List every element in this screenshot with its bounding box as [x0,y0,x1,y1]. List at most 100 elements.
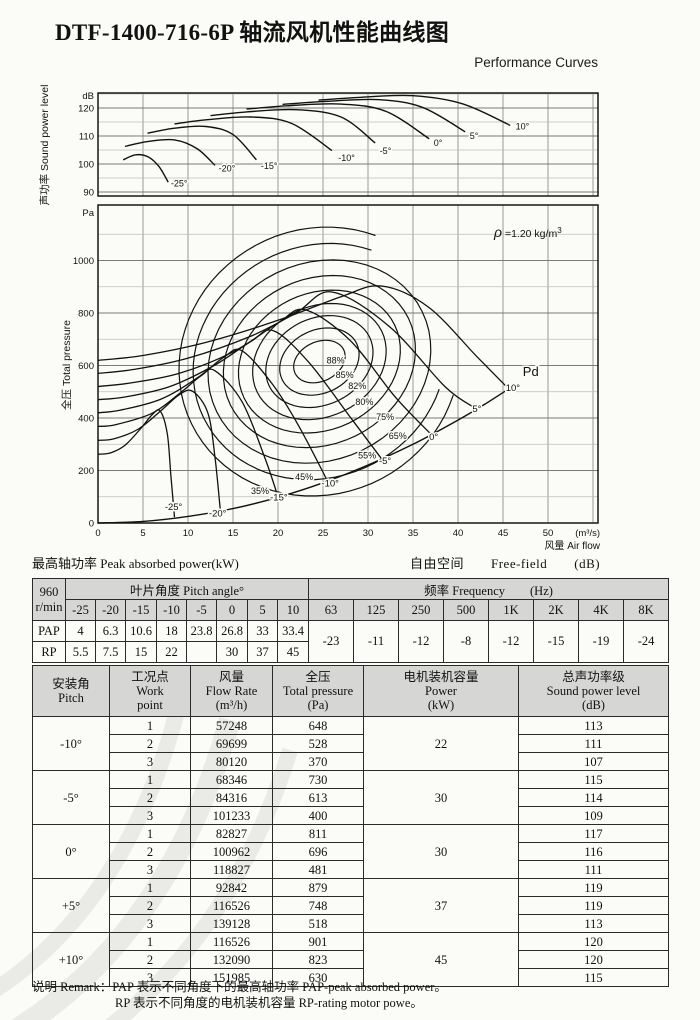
pitch-angle-label: -15° [270,492,288,503]
work-point: 1 [109,770,191,789]
pressure-chart: Pa 0 200 400 600 800 1000 0 5 10 15 20 25 30 35 40 45 50 (… [60,204,601,552]
work-point: 1 [109,878,191,897]
flow-rate: 118827 [190,860,273,879]
pitch-value: +5° [32,878,110,933]
total-pressure: 730 [272,770,364,789]
pitch-value: +10° [32,932,110,987]
sound-y-tick: 100 [78,160,94,171]
freq-correction-value: -11 [353,620,400,663]
freq-col-header: 500 [443,599,490,621]
sound-curve-label: -10° [338,153,355,163]
efficiency-label: 88% [327,356,345,366]
pap-value: 33.4 [276,620,310,642]
angle-col-header: -20 [95,599,126,621]
air-density-label: ρ =1.20 kg/m3 [493,224,562,240]
total-pressure: 630 [272,968,364,987]
sound-level: 111 [518,860,669,879]
pitch-angle-label: -10° [321,478,339,489]
freq-col-header: 125 [353,599,400,621]
flow-x-tick: 30 [363,528,374,539]
column-header: 安装角 Pitch [32,665,110,717]
pitch-angle-label: -5° [379,456,391,467]
freq-correction-value: -12 [398,620,445,663]
pap-value: 23.8 [186,620,217,642]
sound-curve--10° [174,116,333,152]
pressure-curve-0° [98,308,432,435]
motor-power: 30 [363,770,519,825]
angle-col-header: 5 [247,599,278,621]
flow-axis-title: 风量 Air flow [544,540,600,552]
work-point: 3 [109,914,191,933]
sound-level: 111 [518,734,669,753]
sound-curve-label: 10° [516,121,530,131]
sound-level: 120 [518,932,669,951]
total-pressure: 696 [272,842,364,861]
efficiency-contour-45% [192,242,440,481]
sound-power-chart: dB 90 100 110 120 声功率 Sound power level -25° -2… [38,85,599,205]
angle-col-header: -10 [156,599,187,621]
angle-col-header: 0 [216,599,248,621]
freq-col-header: 250 [398,599,445,621]
sound-level: 117 [518,824,669,843]
sound-curve-label: -25° [171,178,188,188]
efficiency-contour-85% [279,327,360,396]
freq-correction-value: -19 [578,620,625,663]
sound-curve--5° [210,108,376,144]
flow-rate: 92842 [190,878,273,897]
work-point: 2 [109,896,191,915]
flow-x-tick: 45 [498,528,509,539]
pressure-y-tick: 600 [78,361,94,372]
frequency-group-header: 频率 Frequency (Hz) [308,578,670,600]
sound-curve-0° [246,103,430,140]
total-pressure: 528 [272,734,364,753]
efficiency-contour-55% [207,259,432,464]
flow-rate: 57248 [190,716,273,735]
total-pressure: 518 [272,914,364,933]
sound-level: 116 [518,842,669,861]
sound-level: 115 [518,968,669,987]
sound-y-tick: 110 [79,132,94,143]
flow-x-tick: 10 [183,528,194,539]
sound-curve--25° [122,153,169,183]
remark-note: 说明 Remark：PAP 表示不同角度下的最高轴功率 PAP-peak abs… [32,979,447,1012]
work-point: 2 [109,950,191,969]
column-header: 电机装机容量 Power (kW) [363,665,519,717]
pitch-angle-group-header: 叶片角度 Pitch angle° [64,578,310,600]
pd-curve [97,388,509,524]
freq-col-header: 1K [488,599,535,621]
freq-col-header: 8K [623,599,670,621]
total-pressure: 811 [272,824,364,843]
efficiency-contour-75% [237,289,401,434]
pressure-y-tick: 0 [89,519,94,530]
work-point: 1 [109,824,191,843]
freq-correction-value: -15 [533,620,580,663]
sound-level: 119 [518,878,669,897]
efficiency-label: 55% [358,450,376,460]
rp-value [186,641,217,663]
column-header: 工况点 Work point [109,665,191,717]
sound-y-tick: 120 [78,104,94,115]
rp-value: 22 [156,641,187,663]
freq-col-header: 63 [308,599,355,621]
speed-cell: 960 r/min [32,578,66,621]
pap-value: 33 [247,620,278,642]
pressure-axis-title: 全压 Total pressure [60,320,73,410]
total-pressure: 481 [272,860,364,879]
angle-col-header: -15 [125,599,157,621]
pressure-y-tick: 800 [78,309,94,320]
sound-curve-label: 5° [470,131,479,141]
total-pressure: 879 [272,878,364,897]
flow-rate: 116526 [190,932,273,951]
angle-col-header: -5 [186,599,217,621]
sound-y-tick: 90 [83,188,94,199]
pressure-curve--25° [98,409,176,518]
efficiency-label: 45% [295,472,313,482]
pressure-y-tick: 200 [78,466,94,477]
pitch-angle-label: 0° [429,432,438,443]
pressure-curve-5° [98,291,477,410]
pap-value: 6.3 [95,620,126,642]
efficiency-label: 85% [336,370,354,380]
pressure-curve--10° [98,348,329,482]
motor-power: 45 [363,932,519,987]
rp-value: 5.5 [65,641,96,663]
